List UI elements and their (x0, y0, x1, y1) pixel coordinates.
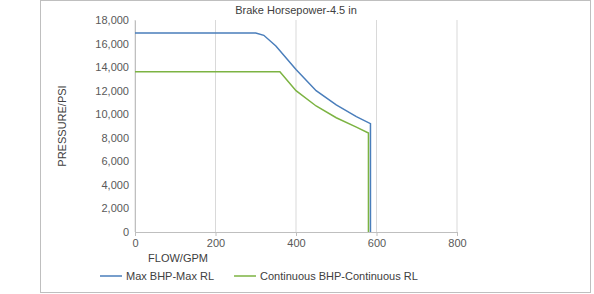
x-tick: 600 (368, 232, 386, 249)
plot: 0 200 400 600 800 0 2,000 4,000 6,000 8,000 10,000… (95, 14, 466, 249)
series-line (135, 72, 368, 232)
series-lines (135, 33, 370, 232)
series-line (135, 33, 370, 232)
y-tick: 4,000 (101, 179, 135, 191)
y-tick: 12,000 (95, 85, 135, 97)
chart-frame (41, 1, 591, 293)
x-axis: 0 200 400 600 800 (132, 232, 466, 249)
y-tick-label: 12,000 (95, 85, 129, 97)
y-tick: 6,000 (101, 155, 135, 167)
x-tick-label: 0 (132, 237, 138, 249)
legend: Max BHP-Max RL Continuous BHP-Continuous … (100, 270, 418, 282)
y-tick-label: 10,000 (95, 108, 129, 120)
x-tick-mark (377, 232, 378, 236)
x-tick-mark (296, 232, 297, 236)
x-tick-mark (135, 232, 136, 236)
legend-swatch (234, 275, 256, 277)
grid-line-x (457, 20, 458, 232)
x-tick-label: 200 (207, 237, 225, 249)
y-tick-label: 6,000 (101, 155, 129, 167)
y-tick-label: 2,000 (101, 202, 129, 214)
title: Brake Horsepower-4.5 in (235, 4, 357, 16)
legend-item: Max BHP-Max RL (100, 270, 214, 282)
grid (135, 20, 457, 232)
y-axis: 0 2,000 4,000 6,000 8,000 10,000 12,000 14,000 1… (95, 14, 135, 238)
y-tick: 0 (123, 226, 135, 238)
grid-line-x (215, 20, 216, 232)
legend-label: Max BHP-Max RL (126, 270, 214, 282)
y-tick: 8,000 (101, 132, 135, 144)
legend-item: Continuous BHP-Continuous RL (234, 270, 418, 282)
y-tick: 16,000 (95, 38, 135, 50)
y-tick-label: 8,000 (101, 132, 129, 144)
y-tick: 10,000 (95, 108, 135, 120)
grid-line-x (376, 20, 377, 232)
x-tick: 800 (448, 232, 466, 249)
x-tick-mark (457, 232, 458, 236)
grid-line-x (296, 20, 297, 232)
x-tick-mark (216, 232, 217, 236)
y-tick-label: 14,000 (95, 61, 129, 73)
legend-label: Continuous BHP-Continuous RL (260, 270, 418, 282)
x-tick-label: 600 (368, 237, 386, 249)
x-tick-label: 800 (448, 237, 466, 249)
y-tick: 14,000 (95, 61, 135, 73)
x-tick: 0 (132, 232, 138, 249)
legend-swatch (100, 275, 122, 277)
x-tick: 200 (207, 232, 225, 249)
y-tick-label: 16,000 (95, 38, 129, 50)
y-tick-label: 18,000 (95, 14, 129, 26)
y-tick-label: 0 (123, 226, 129, 238)
grid-line-x (135, 20, 136, 232)
x-tick-label: 400 (287, 237, 305, 249)
y-axis-line (135, 21, 136, 233)
x-axis-line (136, 233, 458, 237)
x-tick: 400 (287, 232, 305, 249)
y-tick: 2,000 (101, 202, 135, 214)
y-tick: 18,000 (95, 14, 135, 26)
y-tick-label: 4,000 (101, 179, 129, 191)
x-axis-title: FLOW/GPM (148, 252, 208, 264)
chart: 0 200 400 600 800 0 2,000 4,000 6,000 8,000 10,000… (0, 0, 594, 294)
y-axis-title: PRESSURE/PSI (56, 85, 68, 166)
